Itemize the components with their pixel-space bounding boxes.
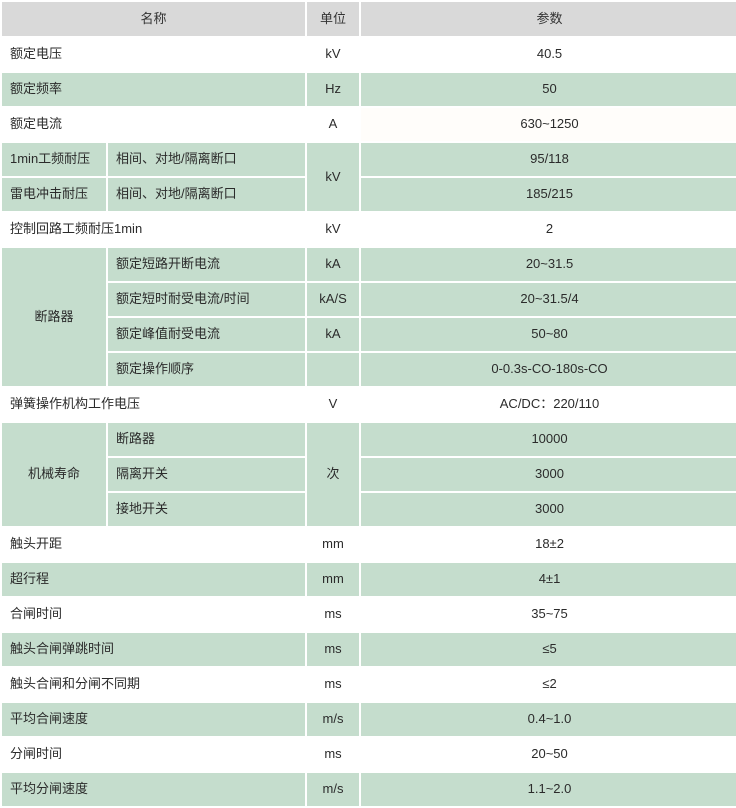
row-value: 2 xyxy=(361,213,736,246)
row-label: 平均分闸速度 xyxy=(2,773,306,806)
table-row: 断路器 额定短路开断电流 kA 20~31.5 xyxy=(2,248,736,386)
row-label: 额定电流 xyxy=(2,108,306,141)
row-value: 0-0.3s-CO-180s-CO xyxy=(361,353,736,386)
row-sublabel: 相间、对地/隔离断口 xyxy=(108,143,306,176)
row-group-label: 机械寿命 xyxy=(2,423,106,526)
row-label: 触头开距 xyxy=(2,528,306,561)
table-row: 额定电流 A 630~1250 xyxy=(2,108,736,141)
row-unit: kV xyxy=(307,213,360,246)
row-label: 平均合闸速度 xyxy=(2,703,306,736)
row-unit: kA/S xyxy=(307,283,360,316)
row-unit: mm xyxy=(307,563,360,596)
table-row: 额定操作顺序 0-0.3s-CO-180s-CO xyxy=(2,353,736,386)
header-row: 名称 单位 参数 xyxy=(2,2,736,36)
table-row: 分闸时间 ms 20~50 xyxy=(2,738,736,771)
column-header-param: 参数 xyxy=(361,2,736,36)
row-label: 雷电冲击耐压 xyxy=(2,178,106,211)
table-row: 平均分闸速度 m/s 1.1~2.0 xyxy=(2,773,736,806)
row-unit: kA xyxy=(307,318,360,351)
table-row: 触头开距 mm 18±2 xyxy=(2,528,736,561)
row-label: 超行程 xyxy=(2,563,306,596)
row-label: 额定频率 xyxy=(2,73,306,106)
row-unit xyxy=(307,353,360,386)
row-label: 分闸时间 xyxy=(2,738,306,771)
row-sublabel: 额定短路开断电流 xyxy=(108,248,306,281)
row-unit: kV xyxy=(307,38,360,71)
row-value: ≤2 xyxy=(361,668,736,701)
row-sublabel: 隔离开关 xyxy=(108,458,306,491)
row-value: 20~31.5/4 xyxy=(361,283,736,316)
table-row: 平均合闸速度 m/s 0.4~1.0 xyxy=(2,703,736,736)
row-value: ≤5 xyxy=(361,633,736,666)
row-unit: kV xyxy=(307,143,360,211)
table-row: 隔离开关 3000 xyxy=(2,458,736,491)
row-value: 18±2 xyxy=(361,528,736,561)
row-sublabel: 断路器 xyxy=(108,423,306,456)
row-label: 弹簧操作机构工作电压 xyxy=(2,388,306,421)
row-value: 4±1 xyxy=(361,563,736,596)
table-row: 额定频率 Hz 50 xyxy=(2,73,736,106)
row-unit: ms xyxy=(307,633,360,666)
row-value: 3000 xyxy=(361,458,736,491)
row-label: 触头合闸和分闸不同期 xyxy=(2,668,306,701)
row-value: 20~31.5 xyxy=(361,248,736,281)
row-unit: Hz xyxy=(307,73,360,106)
table-row: 接地开关 3000 xyxy=(2,493,736,526)
column-header-unit: 单位 xyxy=(307,2,360,36)
table-row: 额定短时耐受电流/时间 kA/S 20~31.5/4 xyxy=(2,283,736,316)
table-row: 触头合闸和分闸不同期 ms ≤2 xyxy=(2,668,736,701)
row-value: 50 xyxy=(361,73,736,106)
row-label: 合闸时间 xyxy=(2,598,306,631)
row-value: 95/118 xyxy=(361,143,736,176)
row-unit: V xyxy=(307,388,360,421)
row-value: 3000 xyxy=(361,493,736,526)
row-label: 控制回路工频耐压1min xyxy=(2,213,306,246)
column-header-name: 名称 xyxy=(2,2,306,36)
row-sublabel: 额定峰值耐受电流 xyxy=(108,318,306,351)
row-unit: A xyxy=(307,108,360,141)
row-value: 185/215 xyxy=(361,178,736,211)
row-value: 0.4~1.0 xyxy=(361,703,736,736)
row-unit: ms xyxy=(307,668,360,701)
table-row: 机械寿命 断路器 次 10000 xyxy=(2,423,736,526)
row-value: 1.1~2.0 xyxy=(361,773,736,806)
row-unit: m/s xyxy=(307,773,360,806)
row-sublabel: 额定操作顺序 xyxy=(108,353,306,386)
table-row: 1min工频耐压 相间、对地/隔离断口 kV 95/118 xyxy=(2,143,736,211)
row-value: 10000 xyxy=(361,423,736,456)
row-unit: ms xyxy=(307,598,360,631)
row-unit: ms xyxy=(307,738,360,771)
row-sublabel: 接地开关 xyxy=(108,493,306,526)
row-unit: 次 xyxy=(307,423,360,526)
row-label: 1min工频耐压 xyxy=(2,143,106,176)
row-sublabel: 额定短时耐受电流/时间 xyxy=(108,283,306,316)
table-row: 控制回路工频耐压1min kV 2 xyxy=(2,213,736,246)
row-label: 额定电压 xyxy=(2,38,306,71)
row-value: 35~75 xyxy=(361,598,736,631)
table-row: 合闸时间 ms 35~75 xyxy=(2,598,736,631)
row-sublabel: 相间、对地/隔离断口 xyxy=(108,178,306,211)
row-value: 40.5 xyxy=(361,38,736,71)
table-header: 名称 单位 参数 xyxy=(2,2,736,36)
table-row: 超行程 mm 4±1 xyxy=(2,563,736,596)
table-body: 额定电压 kV 40.5 额定频率 Hz 50 额定电流 A 630~1250 … xyxy=(2,38,736,806)
table-row: 触头合闸弹跳时间 ms ≤5 xyxy=(2,633,736,666)
row-label: 触头合闸弹跳时间 xyxy=(2,633,306,666)
row-unit: kA xyxy=(307,248,360,281)
row-value: 20~50 xyxy=(361,738,736,771)
row-unit: mm xyxy=(307,528,360,561)
table-row: 弹簧操作机构工作电压 V AC/DC：220/110 xyxy=(2,388,736,421)
row-value: AC/DC：220/110 xyxy=(361,388,736,421)
table-row: 雷电冲击耐压 相间、对地/隔离断口 185/215 xyxy=(2,178,736,211)
row-unit: m/s xyxy=(307,703,360,736)
row-group-label: 断路器 xyxy=(2,248,106,386)
table-row: 额定峰值耐受电流 kA 50~80 xyxy=(2,318,736,351)
row-value: 50~80 xyxy=(361,318,736,351)
table-row: 额定电压 kV 40.5 xyxy=(2,38,736,71)
row-value: 630~1250 xyxy=(361,108,736,141)
